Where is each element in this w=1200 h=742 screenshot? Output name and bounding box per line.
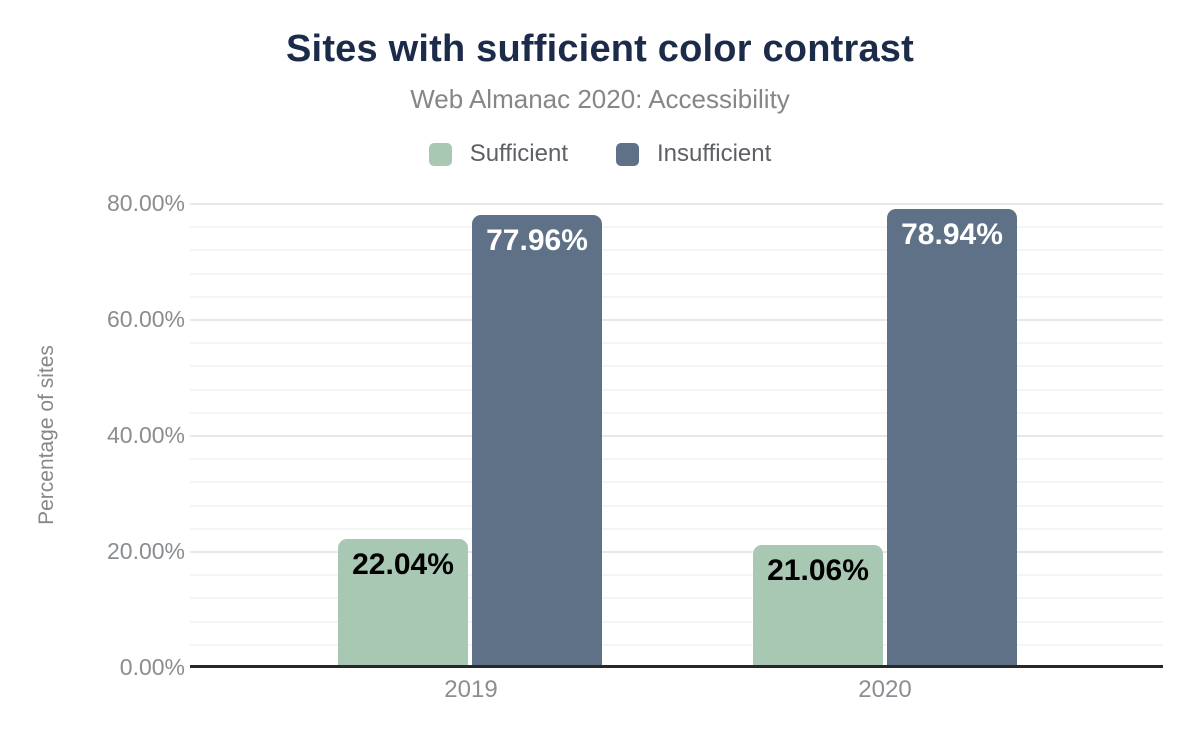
minor-gridline bbox=[190, 620, 1163, 623]
chart-subtitle: Web Almanac 2020: Accessibility bbox=[410, 84, 790, 114]
y-tick-label-40: 40.00% bbox=[106, 422, 185, 448]
minor-gridline bbox=[190, 249, 1163, 252]
bar-2020-sufficient[interactable]: 21.06% bbox=[753, 544, 883, 667]
major-gridline bbox=[190, 203, 1163, 205]
bar-group-2020: 21.06% 78.94% bbox=[753, 203, 1017, 667]
minor-gridline bbox=[190, 643, 1163, 646]
bar-2019-sufficient[interactable]: 22.04% bbox=[338, 539, 468, 667]
insufficient-swatch-icon bbox=[616, 142, 639, 166]
legend: Sufficient Insufficient bbox=[0, 140, 1200, 168]
minor-gridline bbox=[190, 411, 1163, 414]
x-tick-label-2020: 2020 bbox=[858, 676, 912, 703]
bar-value-label: 22.04% bbox=[352, 548, 454, 582]
legend-item-sufficient: Sufficient bbox=[428, 140, 568, 168]
x-axis-line bbox=[190, 665, 1163, 668]
major-gridline bbox=[190, 435, 1163, 437]
bar-value-label: 21.06% bbox=[767, 553, 869, 587]
bar-group-2019: 22.04% 77.96% bbox=[338, 203, 602, 667]
y-tick-label-0: 0.00% bbox=[119, 654, 185, 680]
chart-title: Sites with sufficient color contrast bbox=[286, 28, 914, 70]
legend-item-insufficient: Insufficient bbox=[616, 140, 771, 168]
minor-gridline bbox=[190, 597, 1163, 600]
bar-value-label: 77.96% bbox=[486, 223, 588, 257]
minor-gridline bbox=[190, 272, 1163, 275]
bar-value-label: 78.94% bbox=[901, 218, 1003, 252]
major-gridline bbox=[190, 319, 1163, 321]
bar-2020-insufficient[interactable]: 78.94% bbox=[887, 209, 1017, 667]
legend-label-insufficient: Insufficient bbox=[657, 140, 772, 167]
minor-gridline bbox=[190, 365, 1163, 368]
gridlines bbox=[190, 203, 1163, 667]
y-tick-label-80: 80.00% bbox=[106, 190, 185, 216]
sufficient-swatch-icon bbox=[428, 142, 452, 166]
major-gridline bbox=[190, 551, 1163, 553]
minor-gridline bbox=[190, 295, 1163, 298]
minor-gridline bbox=[190, 342, 1163, 345]
minor-gridline bbox=[190, 388, 1163, 391]
minor-gridline bbox=[190, 527, 1163, 530]
x-tick-label-2019: 2019 bbox=[444, 676, 498, 703]
minor-gridline bbox=[190, 481, 1163, 484]
minor-gridline bbox=[190, 504, 1163, 507]
minor-gridline bbox=[190, 458, 1163, 461]
bar-2019-insufficient[interactable]: 77.96% bbox=[472, 214, 602, 667]
y-tick-label-60: 60.00% bbox=[106, 306, 185, 332]
y-tick-label-20: 20.00% bbox=[106, 538, 185, 564]
legend-label-sufficient: Sufficient bbox=[469, 140, 568, 167]
plot-area: 22.04% 77.96% 21.06% 78.94% bbox=[190, 203, 1163, 667]
minor-gridline bbox=[190, 226, 1163, 229]
minor-gridline bbox=[190, 574, 1163, 577]
